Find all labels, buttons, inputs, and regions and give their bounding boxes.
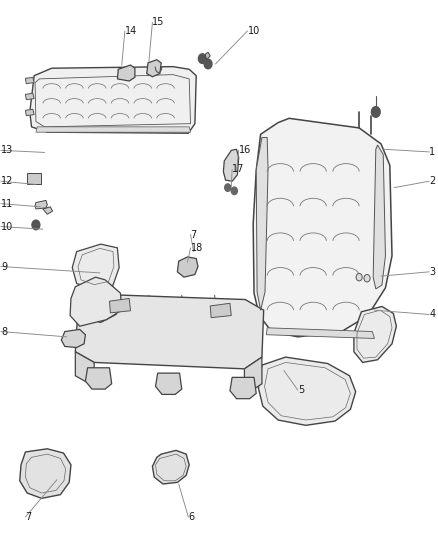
Circle shape <box>198 54 206 63</box>
PathPatch shape <box>155 373 182 394</box>
Text: 1: 1 <box>429 147 435 157</box>
PathPatch shape <box>373 145 385 289</box>
PathPatch shape <box>25 77 34 84</box>
PathPatch shape <box>253 118 392 337</box>
Bar <box>27 173 41 184</box>
PathPatch shape <box>20 449 71 498</box>
Text: 7: 7 <box>25 512 32 522</box>
PathPatch shape <box>205 52 210 60</box>
Text: 14: 14 <box>125 26 137 36</box>
PathPatch shape <box>79 287 120 322</box>
Text: 12: 12 <box>1 176 13 186</box>
PathPatch shape <box>75 352 94 386</box>
Text: 10: 10 <box>247 26 260 36</box>
Text: 15: 15 <box>152 18 165 27</box>
Circle shape <box>204 59 212 69</box>
Text: 10: 10 <box>1 222 13 231</box>
Text: 16: 16 <box>239 146 251 155</box>
Circle shape <box>231 187 237 195</box>
PathPatch shape <box>256 138 268 310</box>
Circle shape <box>225 184 231 191</box>
Text: 8: 8 <box>1 327 7 336</box>
PathPatch shape <box>25 93 34 100</box>
PathPatch shape <box>70 277 122 326</box>
Text: 7: 7 <box>191 230 197 239</box>
Text: 6: 6 <box>188 512 194 522</box>
PathPatch shape <box>230 377 256 399</box>
PathPatch shape <box>43 207 53 214</box>
Text: 5: 5 <box>298 385 304 395</box>
PathPatch shape <box>35 200 47 209</box>
PathPatch shape <box>85 368 112 389</box>
PathPatch shape <box>244 357 262 395</box>
PathPatch shape <box>75 294 264 369</box>
PathPatch shape <box>36 127 191 132</box>
PathPatch shape <box>354 306 396 362</box>
Circle shape <box>364 274 370 282</box>
PathPatch shape <box>210 303 231 318</box>
Text: 17: 17 <box>232 165 244 174</box>
Circle shape <box>356 273 362 281</box>
PathPatch shape <box>266 328 374 338</box>
Circle shape <box>371 107 380 117</box>
Text: 18: 18 <box>191 243 203 253</box>
Circle shape <box>32 220 40 230</box>
Text: 13: 13 <box>1 146 13 155</box>
PathPatch shape <box>223 149 239 181</box>
PathPatch shape <box>110 298 131 313</box>
Text: 9: 9 <box>1 262 7 271</box>
PathPatch shape <box>72 244 119 289</box>
Text: 3: 3 <box>429 267 435 277</box>
PathPatch shape <box>25 109 34 116</box>
PathPatch shape <box>117 65 135 81</box>
PathPatch shape <box>61 329 85 348</box>
PathPatch shape <box>177 257 198 277</box>
Text: 2: 2 <box>429 176 435 186</box>
PathPatch shape <box>258 357 356 425</box>
PathPatch shape <box>147 60 161 77</box>
Text: 11: 11 <box>1 199 13 208</box>
PathPatch shape <box>152 450 189 484</box>
PathPatch shape <box>30 67 196 133</box>
Text: 4: 4 <box>429 310 435 319</box>
